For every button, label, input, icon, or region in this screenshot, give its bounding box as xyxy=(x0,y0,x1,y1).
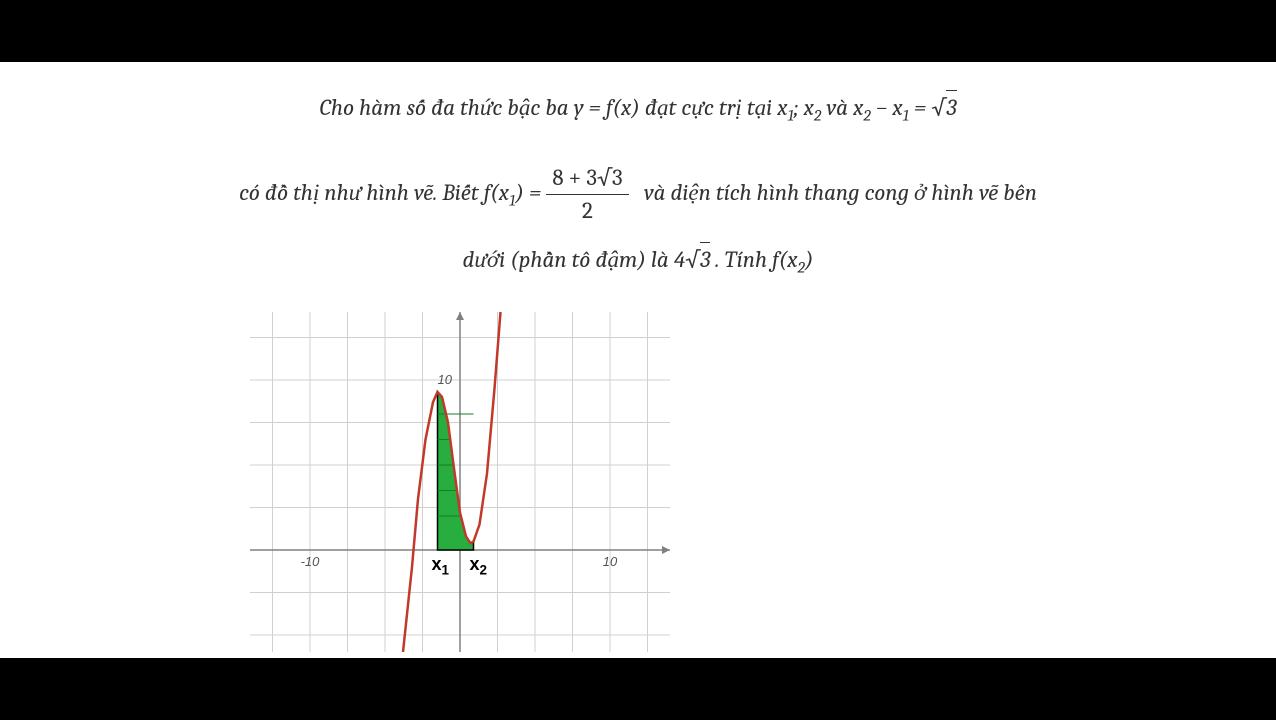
text: có đồ thị như hình vẽ. Biết f(x xyxy=(239,179,509,206)
fraction: 8 + 3√3 2 xyxy=(546,162,628,227)
subscript: 2 xyxy=(863,108,870,126)
text: Cho hàm số đa thức bậc ba y = f(x) đạt c… xyxy=(319,94,787,121)
numerator: 8 + 3√3 xyxy=(546,162,628,195)
x2-label: x2 xyxy=(470,554,488,578)
text: và x xyxy=(821,94,863,121)
svg-text:10: 10 xyxy=(603,554,618,569)
text: . Tính f(x xyxy=(710,246,797,273)
sqrt-value: 3 xyxy=(700,242,710,276)
problem-line-1: Cho hàm số đa thức bậc ba y = f(x) đạt c… xyxy=(0,90,1276,128)
denominator: 2 xyxy=(546,195,628,227)
cubic-function-chart: -10 10 10 x1 x2 xyxy=(250,312,670,652)
problem-line-3: dưới (phần tô đậm) là 4 3 . Tính f(x2) xyxy=(0,242,1276,280)
sqrt-value: 3 xyxy=(946,90,956,124)
sqrt-symbol: 3 xyxy=(931,90,956,124)
text: và diện tích hình thang cong ở hình vẽ b… xyxy=(639,179,1037,206)
svg-text:10: 10 xyxy=(438,372,453,387)
x1-label: x1 xyxy=(432,554,450,578)
chart-svg: -10 10 10 xyxy=(250,312,670,652)
text: = xyxy=(909,94,931,121)
sqrt-symbol: 3 xyxy=(685,242,710,276)
text: ) xyxy=(805,246,814,273)
text: ) = xyxy=(515,179,546,206)
subscript: 2 xyxy=(798,260,805,278)
problem-line-2: có đồ thị như hình vẽ. Biết f(x1) = 8 + … xyxy=(0,162,1276,227)
svg-text:-10: -10 xyxy=(301,554,321,569)
text: − x xyxy=(871,94,903,121)
text: ; x xyxy=(794,94,814,121)
text: dưới (phần tô đậm) là 4 xyxy=(463,246,686,273)
document-content: Cho hàm số đa thức bậc ba y = f(x) đạt c… xyxy=(0,62,1276,658)
